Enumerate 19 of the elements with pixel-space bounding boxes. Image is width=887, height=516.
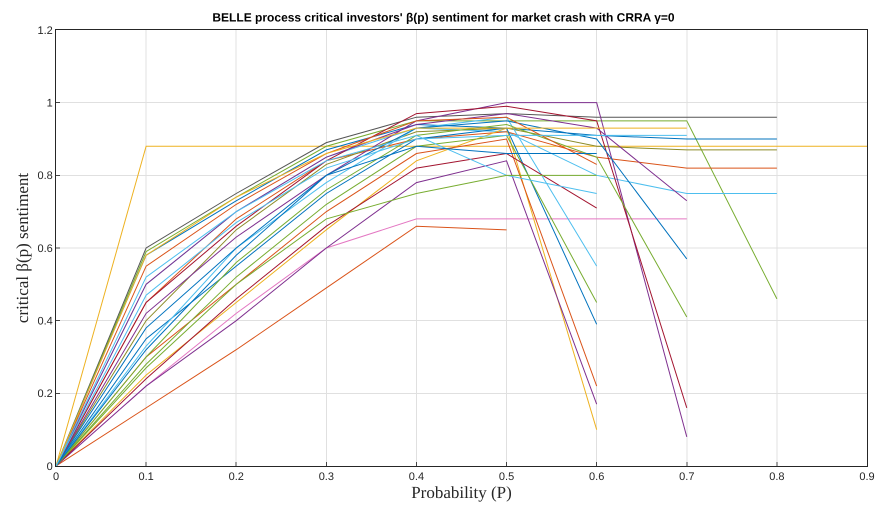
y-tick-label: 0.8 — [38, 170, 53, 182]
y-axis-title: critical β(p) sentiment — [13, 172, 32, 324]
x-tick-label: 0.5 — [498, 471, 514, 484]
x-tick-label: 0.3 — [318, 471, 334, 484]
x-tick-label: 0.6 — [589, 471, 604, 484]
y-tick-label: 0.6 — [38, 242, 53, 255]
x-tick-label: 0.2 — [228, 471, 244, 484]
y-tick-label: 0 — [46, 460, 53, 473]
x-tick-label: 0.9 — [859, 471, 875, 484]
y-tick-label: 1 — [46, 98, 53, 110]
x-tick-label: 0.4 — [408, 471, 424, 484]
x-axis-title: Probability (P) — [411, 483, 512, 502]
x-tick-label: 0.1 — [138, 471, 154, 484]
chart-title: BELLE process critical investors' β(p) sentiment for market crash with CRRA γ=0 — [212, 10, 675, 24]
x-tick-label: 0.7 — [679, 471, 694, 484]
y-tick-label: 1.2 — [38, 24, 53, 37]
y-tick-label: 0.2 — [38, 388, 53, 400]
y-tick-label: 0.4 — [38, 316, 53, 328]
x-tick-label: 0.8 — [769, 471, 785, 484]
